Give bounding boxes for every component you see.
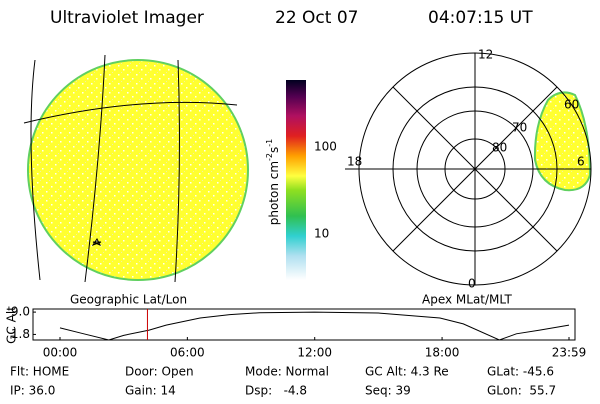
mlat-label: 70 (512, 121, 527, 135)
colorbar-label: photon cm-2s-1 (265, 139, 281, 226)
time: 04:07:15 UT (428, 8, 533, 28)
unit: s (267, 147, 281, 153)
mlt-label: 12 (478, 48, 493, 62)
lon-line (84, 54, 106, 283)
x-tick-label: 18:00 (425, 346, 460, 360)
lon-line (30, 59, 41, 281)
colorbar-tick: 100 (314, 140, 337, 154)
info-field: Seq: 39 (365, 384, 411, 398)
altitude-line (59, 311, 570, 341)
x-tick-label: 12:00 (297, 346, 332, 360)
info-field: Mode: Normal (245, 365, 329, 379)
y-tick-label: 1.8 (11, 327, 30, 341)
x-tick-label: 06:00 (170, 346, 205, 360)
date: 22 Oct 07 (275, 8, 358, 28)
info-field: Dsp: -4.8 (245, 384, 307, 398)
alt-plot: 00:00 06:00 12:00 18:00 23:59 1.8 9.0 (11, 305, 586, 360)
y-label: GC Alt (5, 306, 19, 344)
panel-title: Apex MLat/MLT (422, 293, 512, 307)
info: Flt: HOME Door: Open Mode: Normal GC Alt: 4… (10, 365, 556, 398)
plot-frame (32, 308, 576, 341)
info-field: Gain: 14 (125, 384, 176, 398)
x-tick-label: 23:59 (552, 346, 587, 360)
instrument: Ultraviolet Imager (50, 8, 204, 28)
lat-line (23, 101, 238, 124)
geo-image (23, 54, 249, 283)
sun-marker (91, 238, 102, 247)
info-field: GC Alt: 4.3 Re (365, 365, 449, 379)
exp: -2 (265, 153, 274, 161)
mlt-label: 6 (577, 155, 585, 169)
disk (27, 59, 249, 281)
info-field: GLat: -45.6 (487, 365, 554, 379)
exp: -1 (265, 139, 274, 147)
colorbar (286, 80, 306, 280)
mlt-label: 0 (468, 277, 476, 291)
panel-title: Geographic Lat/Lon (70, 293, 187, 307)
colorbar-tick: 10 (314, 227, 329, 241)
lon-line (174, 59, 180, 283)
mlat-label: 60 (564, 98, 579, 112)
y-tick-label: 9.0 (11, 305, 30, 319)
aurora (533, 91, 592, 192)
info-field: Door: Open (125, 365, 194, 379)
info-field: IP: 36.0 (10, 384, 55, 398)
mlat-label: 80 (492, 141, 507, 155)
mlt-label: 18 (347, 155, 362, 169)
polar-plot (345, 52, 592, 286)
info-field: GLon: 55.7 (487, 384, 556, 398)
axis (392, 86, 558, 252)
unit: photon cm (267, 161, 281, 225)
x-tick-label: 00:00 (43, 346, 78, 360)
info-field: Flt: HOME (10, 365, 69, 379)
